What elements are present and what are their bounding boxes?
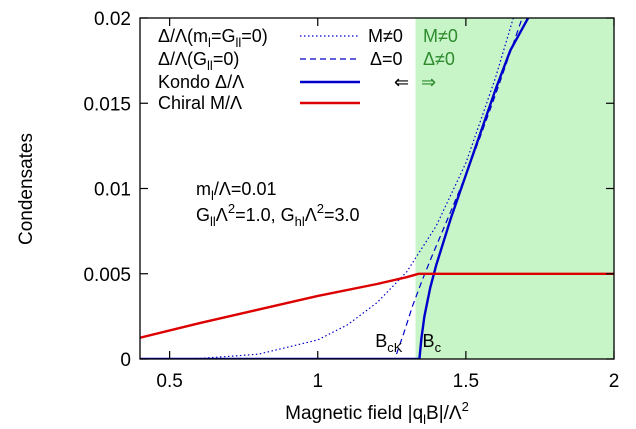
x-axis-title: Magnetic field |qlB|/Λ2 [285,399,469,427]
y-tick-label: 0.005 [83,265,131,286]
phase-label-m-nonzero-green: M≠0 [423,26,458,46]
series-kondo-delta [140,18,530,359]
legend-label-kondo: Kondo Δ/Λ [158,72,244,92]
x-tick-label: 1.5 [453,371,479,392]
x-tick-label: 1 [312,371,323,392]
legend-label-delta-g-zero: Δ/Λ(Gll=0) [158,49,239,73]
tick-layer: 0.5 1 1.5 2 0 0.005 0.01 0.015 0.02 [83,9,619,392]
phase-arrow-left: ⇐ [394,72,409,92]
legend: Δ/Λ(ml=Gll=0) Δ/Λ(Gll=0) Kondo Δ/Λ Chira… [158,26,458,113]
marker-bc: Bc [423,331,442,355]
y-tick-label: 0.01 [94,180,131,201]
shaded-region-delta-nonzero [415,18,614,359]
x-tick-label: 2 [609,371,620,392]
series-chiral-m [140,272,614,339]
series-delta-g-zero [140,18,523,359]
x-tick-label: 0.5 [156,371,182,392]
phase-label-m-nonzero: M≠0 [368,26,403,46]
y-tick-label: 0.02 [94,9,131,30]
y-tick-label: 0.015 [83,94,131,115]
series-layer [140,18,614,359]
marker-bck: BcK [375,331,403,355]
phase-label-delta-nonzero-green: Δ≠0 [423,49,455,69]
param-annotation-mass: ml/Λ=0.01 [196,179,276,203]
param-annotation-couplings: GllΛ2=1.0, GhlΛ2=3.0 [196,201,360,229]
phase-label-delta-zero: Δ=0 [370,49,403,69]
legend-label-chiral: Chiral M/Λ [158,93,242,113]
y-axis-title: Condensates [16,133,37,245]
y-tick-label: 0 [120,350,131,371]
phase-arrow-right: ⇒ [421,72,436,92]
legend-label-delta-m-g-zero: Δ/Λ(ml=Gll=0) [158,26,268,50]
